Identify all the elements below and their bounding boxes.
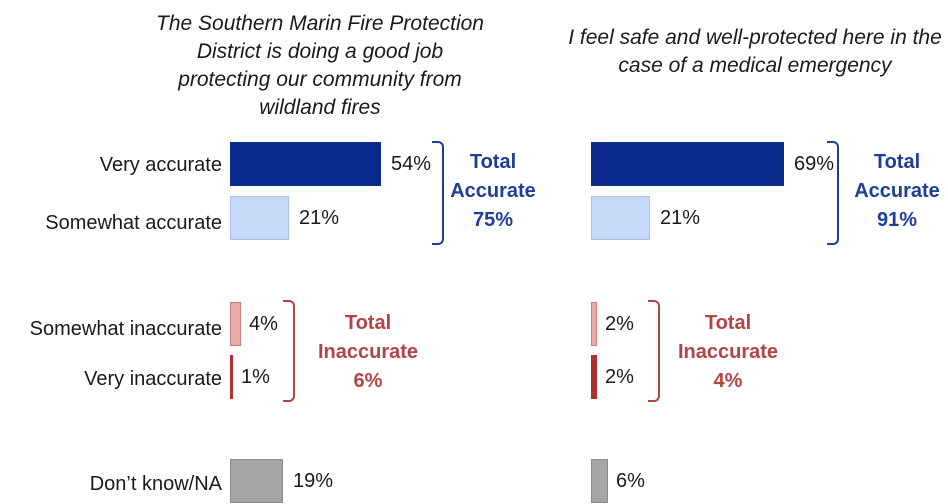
total-line2-right-accurate: Accurate — [854, 180, 940, 202]
category-label-somewhat-accurate: Somewhat accurate — [45, 212, 222, 234]
bar-right-somewhat-accurate — [591, 196, 650, 240]
value-label-left-very-inaccurate: 1% — [241, 366, 270, 388]
value-label-right-very-inaccurate: 2% — [605, 366, 634, 388]
total-value-right-inaccurate: 4% — [713, 370, 743, 392]
bracket-right-accurate — [827, 141, 839, 245]
total-left-accurate: Total Accurate 75% — [428, 148, 558, 235]
total-line2-left-inaccurate: Inaccurate — [317, 341, 419, 363]
bar-left-very-inaccurate — [230, 355, 233, 399]
category-label-somewhat-inaccurate: Somewhat inaccurate — [29, 318, 222, 340]
total-line2-left-accurate: Accurate — [450, 180, 536, 202]
value-label-left-dont-know: 19% — [293, 470, 334, 492]
total-value-left-accurate: 75% — [472, 209, 514, 231]
total-line1-right-accurate: Total — [873, 151, 921, 173]
bar-left-somewhat-inaccurate — [230, 302, 241, 346]
category-label-dont-know: Don’t know/NA — [89, 473, 222, 495]
total-right-inaccurate: Total Inaccurate 4% — [663, 309, 793, 396]
value-label-left-somewhat-inaccurate: 4% — [249, 313, 278, 335]
total-line1-left-inaccurate: Total — [344, 312, 392, 334]
value-label-right-somewhat-accurate: 21% — [660, 207, 701, 229]
category-label-very-accurate: Very accurate — [99, 154, 222, 176]
bar-right-dont-know — [591, 459, 608, 503]
total-line1-right-inaccurate: Total — [704, 312, 752, 334]
total-value-right-accurate: 91% — [876, 209, 918, 231]
bracket-right-inaccurate — [648, 300, 660, 402]
bar-right-somewhat-inaccurate — [591, 302, 597, 346]
total-line2-right-inaccurate: Inaccurate — [677, 341, 779, 363]
bar-left-dont-know — [230, 459, 283, 503]
bar-right-very-inaccurate — [591, 355, 597, 399]
chart-title-right: I feel safe and well-protected here in t… — [568, 26, 942, 77]
total-line1-left-accurate: Total — [469, 151, 517, 173]
chart-title-left: The Southern Marin Fire Protection Distr… — [156, 12, 484, 119]
bracket-left-accurate — [432, 141, 444, 245]
value-label-right-dont-know: 6% — [616, 470, 645, 492]
total-right-accurate: Total Accurate 91% — [832, 148, 948, 235]
total-value-left-inaccurate: 6% — [353, 370, 383, 392]
category-label-very-inaccurate: Very inaccurate — [84, 368, 222, 390]
bar-right-very-accurate — [591, 142, 784, 186]
value-label-right-somewhat-inaccurate: 2% — [605, 313, 634, 335]
bracket-left-inaccurate — [283, 300, 295, 402]
value-label-right-very-accurate: 69% — [794, 153, 835, 175]
bar-left-very-accurate — [230, 142, 381, 186]
value-label-left-somewhat-accurate: 21% — [299, 207, 340, 229]
total-left-inaccurate: Total Inaccurate 6% — [303, 309, 433, 396]
value-label-left-very-accurate: 54% — [391, 153, 432, 175]
bar-left-somewhat-accurate — [230, 196, 289, 240]
